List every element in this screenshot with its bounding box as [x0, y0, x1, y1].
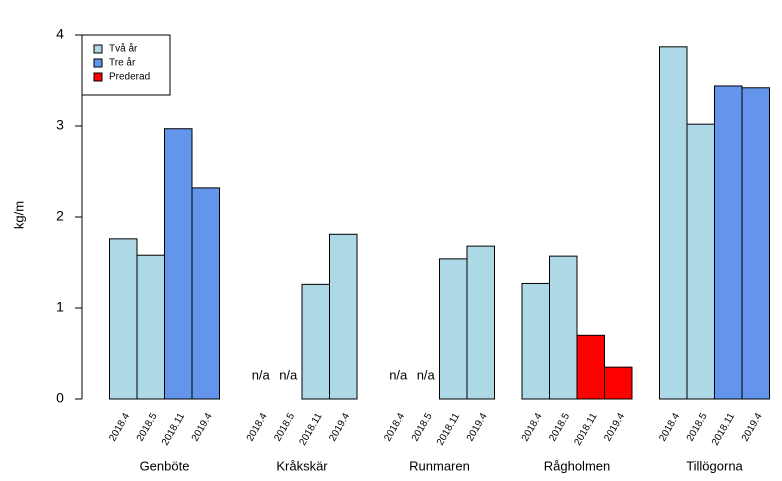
group-label: Kråkskär	[276, 458, 328, 473]
bar	[136, 254, 165, 400]
legend-swatch	[93, 72, 103, 82]
bar	[604, 366, 633, 400]
x-tick-label: 2018.11	[297, 411, 324, 448]
x-tick-label: 2018.5	[410, 411, 435, 443]
x-tick-label: 2018.4	[657, 411, 682, 443]
group-label: Tillögorna	[686, 458, 743, 473]
x-tick-label: 2018.4	[107, 411, 132, 443]
bar	[714, 85, 743, 400]
x-tick-label: 2018.5	[547, 411, 572, 443]
x-tick-label: 2019.4	[327, 411, 352, 443]
x-tick-label: 2018.5	[685, 411, 710, 443]
x-tick-label: 2019.4	[602, 411, 627, 443]
x-tick-label: 2018.4	[520, 411, 545, 443]
legend-label: Två år	[109, 43, 138, 55]
value-label: n/a	[279, 367, 298, 382]
value-label: n/a	[389, 367, 408, 382]
x-tick-label: 2018.4	[382, 411, 407, 443]
legend-label: Tre år	[109, 57, 136, 69]
legend-label: Prederad	[109, 72, 150, 83]
bar	[549, 255, 578, 400]
group-label: Genböte	[140, 458, 190, 473]
bar	[466, 245, 495, 400]
x-tick-label: 2018.11	[160, 411, 187, 448]
bar	[301, 283, 330, 400]
x-tick-label: 2019.4	[465, 411, 490, 443]
x-tick-label: 2018.11	[572, 411, 599, 448]
bar	[439, 258, 468, 400]
y-tick-label: 2	[56, 208, 64, 224]
bar	[164, 128, 193, 400]
x-tick-label: 2019.4	[740, 411, 765, 443]
y-tick-label: 4	[56, 26, 64, 42]
bar	[521, 282, 550, 400]
value-label: n/a	[252, 367, 271, 382]
x-tick-label: 2018.5	[272, 411, 297, 443]
x-tick-label: 2018.4	[245, 411, 270, 443]
bar	[109, 238, 138, 400]
x-tick-label: 2018.11	[710, 411, 737, 448]
x-tick-label: 2018.11	[435, 411, 462, 448]
y-tick-label: 1	[56, 299, 64, 315]
y-axis-label: kg/m	[11, 201, 26, 229]
bar	[686, 123, 715, 400]
bar	[741, 87, 770, 400]
x-tick-label: 2018.5	[135, 411, 160, 443]
value-label: n/a	[417, 367, 436, 382]
y-tick-label: 0	[56, 390, 64, 406]
x-tick-label: 2019.4	[190, 411, 215, 443]
bar	[191, 187, 220, 400]
group-label: Runmaren	[409, 458, 470, 473]
bar	[329, 233, 358, 400]
legend-swatch	[93, 58, 103, 68]
group-label: Rågholmen	[544, 458, 611, 473]
bar	[576, 334, 605, 400]
legend-swatch	[93, 44, 103, 54]
y-tick-label: 3	[56, 117, 64, 133]
bar	[659, 46, 688, 400]
